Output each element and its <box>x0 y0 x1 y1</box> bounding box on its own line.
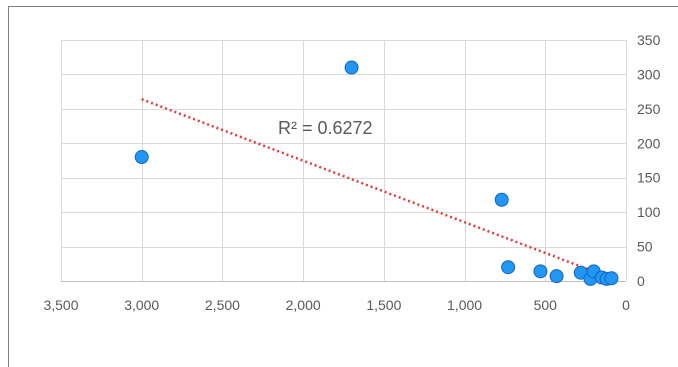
chart-plot-svg: 0 50 100 150 200 250 300 350 3,500 3,000 2,500 2,0… <box>43 32 661 313</box>
y-tick-label: 200 <box>637 135 661 151</box>
data-point <box>549 269 564 284</box>
x-tick-label: 0 <box>622 297 630 313</box>
y-tick-label: 300 <box>637 66 661 82</box>
y-tick-label: 0 <box>637 273 645 289</box>
y-tick-label: 50 <box>637 239 653 255</box>
x-tick-label: 3,500 <box>43 297 78 313</box>
grid-layer <box>61 40 627 282</box>
x-tick-label: 2,500 <box>205 297 240 313</box>
y-tick-label: 100 <box>637 204 661 220</box>
r-squared-label: R² = 0.6272 <box>278 118 373 138</box>
y-tick-label: 350 <box>637 32 661 48</box>
points-layer <box>134 60 619 286</box>
data-point <box>494 192 509 207</box>
data-point <box>344 60 359 75</box>
x-tick-label: 500 <box>534 297 558 313</box>
chart-frame <box>8 6 678 367</box>
data-point <box>501 260 516 275</box>
x-tick-label: 2,000 <box>286 297 321 313</box>
y-tick-label: 250 <box>637 101 661 117</box>
y-tick-label: 150 <box>637 170 661 186</box>
x-tick-label: 1,000 <box>447 297 482 313</box>
x-tick-label: 3,000 <box>124 297 159 313</box>
data-point <box>134 150 149 165</box>
x-tick-labels: 3,500 3,000 2,500 2,000 1,500 1,000 500 0 <box>43 297 630 313</box>
trendline <box>141 98 611 279</box>
data-point <box>533 264 548 279</box>
scatter-chart: 0 50 100 150 200 250 300 350 3,500 3,000 2,500 2,0… <box>8 6 678 367</box>
x-tick-label: 1,500 <box>366 297 401 313</box>
trendline-layer <box>141 98 611 279</box>
y-tick-labels: 0 50 100 150 200 250 300 350 <box>637 32 661 289</box>
data-point <box>604 271 619 286</box>
